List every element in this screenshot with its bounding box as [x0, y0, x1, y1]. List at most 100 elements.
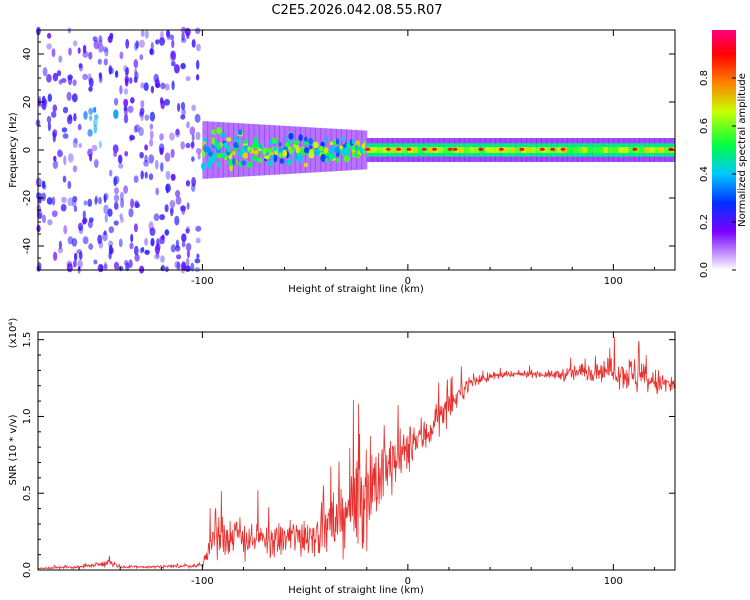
spectrogram-cell — [267, 160, 274, 166]
spectrogram-cell — [186, 121, 190, 129]
spectrogram-cell — [46, 197, 53, 205]
spectrogram-cell — [371, 147, 378, 153]
spectrogram-cell — [278, 152, 283, 158]
spectrogram-cell — [88, 77, 93, 86]
spectrogram-cell — [93, 39, 100, 50]
spectrogram-cell — [144, 237, 149, 246]
spectrogram-cell — [134, 245, 139, 256]
spectrogram-cell — [78, 251, 83, 260]
spectrogram-cell — [74, 252, 78, 261]
spectrogram-cell — [82, 236, 89, 245]
spectrogram-cell — [112, 144, 119, 154]
spectrogram-cell — [103, 194, 107, 203]
spectrogram-cell — [171, 80, 175, 91]
spectrogram-cell — [452, 147, 458, 151]
spectrogram-cell — [592, 147, 599, 153]
spectrogram-cell — [56, 70, 62, 77]
spectrogram-cell — [124, 259, 129, 266]
spectrogram-cell — [159, 133, 164, 141]
spectrogram-cell — [644, 147, 650, 153]
spectrogram-cell — [170, 207, 174, 217]
spectrogram-xtick-label: 0 — [405, 276, 411, 287]
spectrogram-cell — [140, 82, 145, 89]
spectrogram-cell — [177, 102, 181, 112]
spectrogram-panel: -100 0 100 -40 -20 0 20 40 Height of straight l… — [8, 26, 676, 295]
spectrogram-cell — [67, 75, 73, 86]
spectrogram-cell — [266, 147, 273, 154]
spectrogram-cell — [134, 253, 140, 262]
spectrogram-cell — [107, 208, 113, 217]
spectrogram-cell — [88, 243, 94, 251]
colorbar-tick-label: 0.8 — [699, 70, 710, 86]
spectrogram-cell — [113, 109, 119, 119]
spectrogram-cell — [169, 200, 176, 208]
colorbar-ticks: 0.0 0.2 0.4 0.6 0.8 — [699, 70, 736, 278]
spectrogram-cell — [464, 147, 471, 153]
spectrogram-cell — [639, 147, 645, 153]
spectrogram-cell — [170, 173, 176, 181]
spectrogram-cell — [618, 147, 625, 153]
spectrogram-cell — [134, 124, 141, 133]
spectrogram-cell — [154, 253, 160, 260]
spectrogram-cell — [99, 74, 103, 82]
spectrogram-cell — [325, 128, 332, 172]
spectrogram-cell — [120, 198, 125, 209]
spectrogram-cell — [174, 215, 180, 226]
spectrogram-cell — [313, 150, 320, 155]
colorbar-gradient — [712, 30, 736, 270]
spectrogram-cell — [88, 107, 94, 115]
spectrogram-cell — [282, 149, 288, 158]
spectrogram-cell — [62, 175, 67, 183]
spectrogram-cell — [94, 114, 99, 120]
spectrogram-cell — [42, 67, 48, 77]
spectrogram-cell — [150, 42, 154, 51]
spectrogram-cell — [169, 34, 175, 41]
spectrogram-cell — [133, 59, 139, 69]
spectrogram-cell — [67, 180, 72, 190]
spectrogram-cell — [118, 154, 123, 164]
spectrogram-cell — [139, 39, 145, 48]
spectrogram-cell — [57, 247, 64, 254]
spectrogram-cell — [139, 107, 145, 115]
spectrogram-cell — [222, 142, 229, 149]
spectrogram-cell — [253, 124, 260, 176]
spectrogram-cell — [324, 136, 328, 144]
spectrogram-cell — [61, 196, 67, 204]
spectrogram-cell — [134, 203, 141, 208]
spectrogram-cell — [60, 203, 67, 212]
spectrogram-cell — [206, 161, 212, 169]
spectrogram-cell — [184, 27, 191, 37]
spectrogram-cell — [247, 161, 253, 169]
spectrogram-cell — [288, 138, 293, 145]
spectrogram-cell — [258, 143, 263, 150]
spectrogram-cell — [160, 30, 164, 40]
spectrogram-cell — [46, 115, 52, 124]
spectrogram-cell — [144, 30, 149, 39]
spectrogram-cell — [490, 147, 496, 153]
spectrogram-cell — [351, 145, 356, 150]
snr-frame — [37, 331, 676, 571]
spectrogram-cell — [165, 184, 169, 194]
spectrogram-cell — [273, 146, 277, 152]
spectrogram-cell — [88, 51, 93, 60]
spectrogram-cell — [212, 121, 219, 179]
spectrogram-cell — [98, 35, 103, 43]
spectrogram-cell — [220, 132, 226, 138]
spectrogram-cell — [130, 97, 135, 104]
spectrogram-cell — [176, 262, 181, 271]
spectrogram-cell — [202, 137, 208, 142]
spectrogram-cell — [164, 98, 170, 106]
spectrogram-cell — [176, 254, 182, 260]
spectrogram-cell — [226, 137, 232, 142]
spectrogram-cell — [432, 147, 438, 151]
spectrogram-ylabel: Frequency (Hz) — [8, 112, 19, 188]
spectrogram-cell — [144, 144, 149, 151]
spectrogram-cell — [118, 163, 124, 169]
spectrogram-cell — [47, 121, 52, 132]
spectrogram-cell — [62, 106, 69, 114]
spectrogram-cell — [303, 141, 310, 146]
spectrogram-cell — [144, 171, 148, 179]
spectrogram-cell — [264, 155, 270, 160]
spectrogram-cell — [133, 223, 138, 233]
spectrogram-cell — [498, 147, 504, 151]
